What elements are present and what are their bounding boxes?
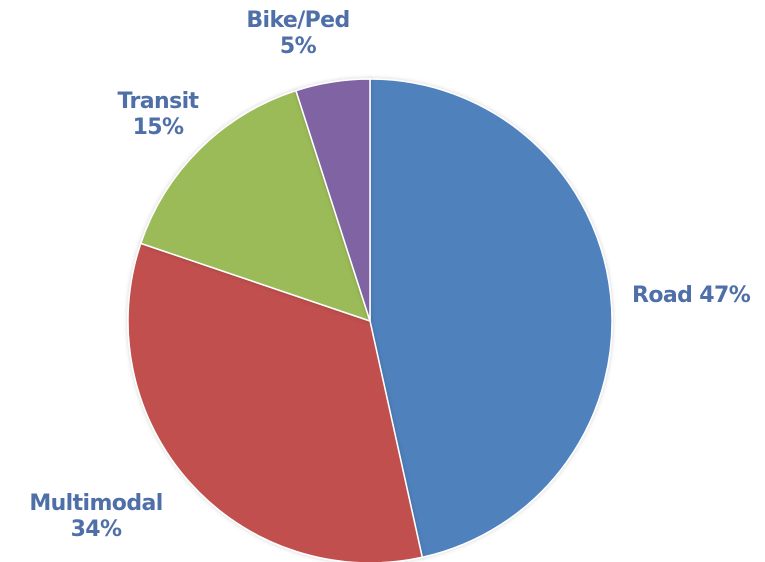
slice-label-percent-transit: 15% [133, 115, 184, 140]
slice-label-multimodal: Multimodal 34% [29, 491, 162, 542]
slice-label-road: Road 47% [632, 283, 751, 308]
slices-layer [127, 78, 613, 562]
slice-label-percent-multimodal: 34% [71, 517, 122, 542]
pie-slice-multimodal [127, 242, 424, 562]
slice-label-name-bike-ped: Bike/Ped [246, 8, 349, 33]
slice-label-name-transit: Transit [118, 89, 200, 114]
slice-label-name-multimodal: Multimodal [29, 491, 162, 516]
pie-slice-bike-ped [294, 78, 371, 322]
slice-label-percent-bike-ped: 5% [280, 34, 317, 59]
pie-slice-transit [139, 89, 372, 323]
slice-label-bike-ped: Bike/Ped 5% [246, 8, 349, 59]
slice-label-transit: Transit 15% [118, 89, 200, 140]
labels-layer: Road 47% Multimodal 34% Transit 15% Bike/Ped 5… [29, 8, 751, 542]
pie-slice-road [369, 78, 613, 559]
